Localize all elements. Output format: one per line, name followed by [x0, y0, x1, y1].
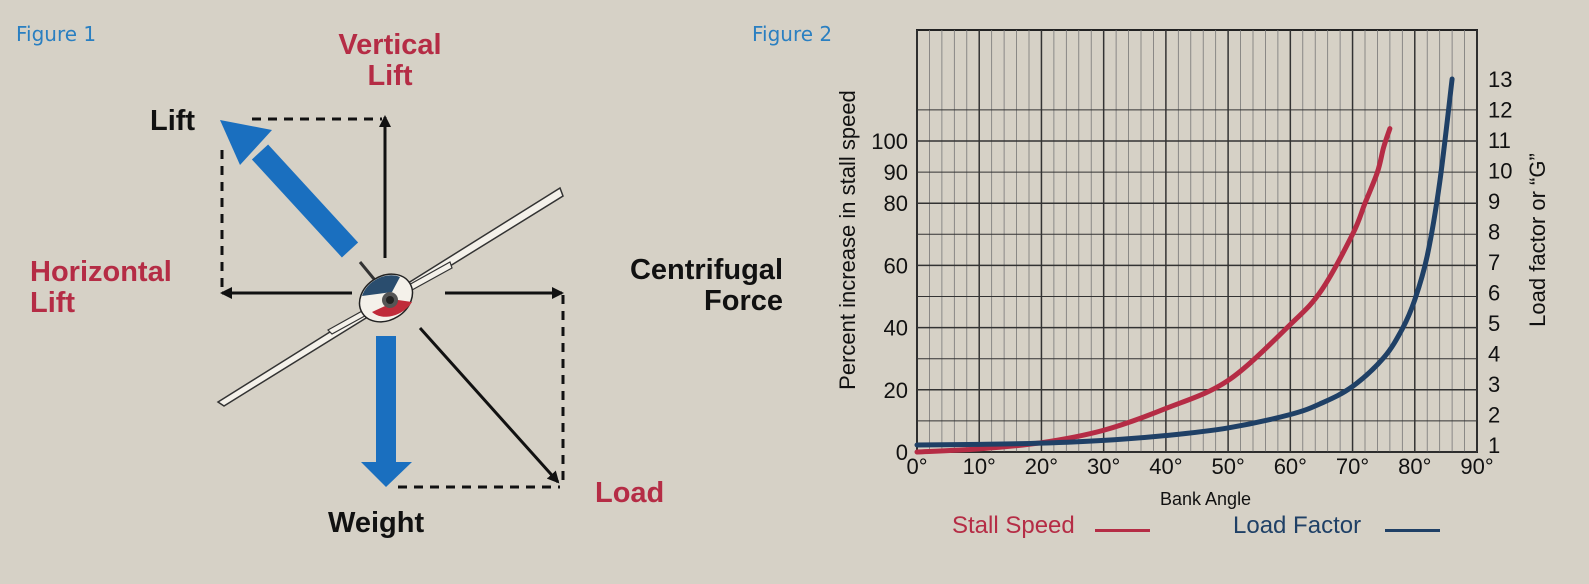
airplane-icon [216, 186, 564, 407]
x-tick-label: 10° [963, 454, 996, 479]
y-left-tick-label: 100 [871, 129, 908, 154]
y-right-tick-label: 13 [1488, 67, 1512, 92]
plot-frame [916, 29, 1478, 453]
y-right-tick-label: 12 [1488, 98, 1512, 123]
x-tick-label: 20° [1025, 454, 1058, 479]
y-right-tick-label: 8 [1488, 220, 1500, 245]
lift-label: Lift [150, 105, 196, 137]
y-left-tick-label: 20 [884, 378, 908, 403]
figure-2-label: Figure 2 [752, 22, 833, 46]
y-right-tick-label: 3 [1488, 372, 1500, 397]
x-tick-label: 40° [1149, 454, 1182, 479]
weight-label: Weight [328, 507, 425, 539]
x-tick-label: 80° [1398, 454, 1431, 479]
y-right-tick-label: 9 [1488, 189, 1500, 214]
y-right-tick-label: 7 [1488, 250, 1500, 275]
y-right-tick-label: 11 [1488, 128, 1511, 153]
load-label: Load [595, 477, 665, 509]
x-tick-label: 0° [906, 454, 927, 479]
y-right-tick-label: 4 [1488, 342, 1500, 367]
lift-arrow [220, 120, 359, 258]
y-right-axis-title: Load factor or “G” [1525, 153, 1550, 327]
x-tick-label: 70° [1336, 454, 1369, 479]
centrifugal-force-label: Centrifugal Force [629, 254, 783, 317]
figure-1-label: Figure 1 [16, 22, 97, 46]
y-right-tick-label: 1 [1488, 433, 1500, 458]
legend-stall-speed: Stall Speed [952, 512, 1075, 539]
y-left-tick-label: 60 [884, 253, 908, 278]
legend-load-factor: Load Factor [1233, 512, 1362, 539]
y-left-axis-title: Percent increase in stall speed [835, 90, 860, 390]
y-left-tick-label: 90 [884, 160, 908, 185]
y-right-tick-label: 6 [1488, 281, 1500, 306]
load-factor-line [914, 76, 1455, 448]
weight-arrow [361, 336, 412, 487]
y-left-tick-label: 80 [884, 191, 908, 216]
x-tick-label: 50° [1211, 454, 1244, 479]
x-axis-title: Bank Angle [1160, 489, 1252, 509]
x-tick-label: 90° [1460, 454, 1493, 479]
load-arrow [418, 326, 560, 484]
y-right-tick-label: 2 [1488, 403, 1500, 428]
y-left-tick-label: 0 [896, 440, 908, 465]
vertical-lift-label: Vertical Lift [338, 29, 442, 92]
legend-load-factor-swatch [1385, 529, 1440, 532]
horizontal-lift-label: Horizontal Lift [30, 256, 172, 319]
y-right-tick-label: 10 [1488, 159, 1512, 184]
y-left-tick-label: 40 [884, 316, 908, 341]
y-right-tick-label: 5 [1488, 311, 1500, 336]
legend-stall-speed-swatch [1095, 529, 1150, 532]
x-tick-label: 30° [1087, 454, 1120, 479]
x-tick-label: 60° [1274, 454, 1307, 479]
